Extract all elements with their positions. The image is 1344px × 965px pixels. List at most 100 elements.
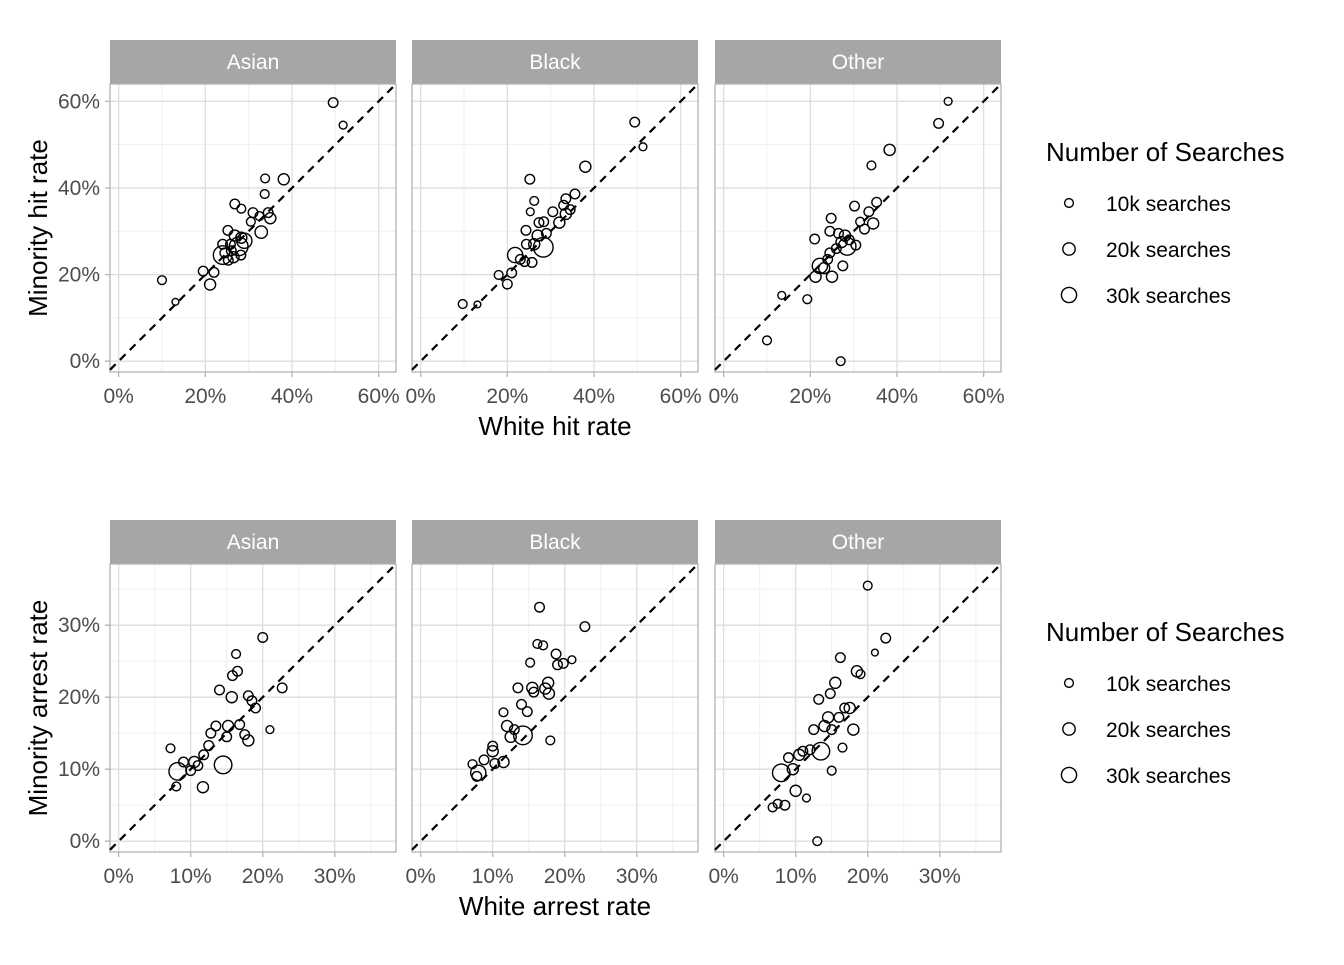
facet-strip-label: Black [529, 51, 581, 74]
data-point [245, 216, 256, 227]
data-point [525, 207, 535, 217]
data-point [224, 238, 236, 250]
y-tick-label: 30% [58, 614, 100, 637]
data-point [542, 687, 556, 700]
data-point [520, 224, 532, 236]
data-point [871, 196, 883, 208]
data-point [276, 682, 288, 694]
data-point [808, 724, 820, 736]
reference-line-y-equals-x [109, 563, 397, 851]
data-point [457, 298, 468, 310]
data-point [478, 754, 490, 766]
data-point [524, 173, 536, 185]
x-tick-label: 20% [544, 865, 586, 888]
data-point [254, 211, 265, 222]
facet-strip [412, 520, 698, 564]
x-tick-label: 30% [314, 865, 356, 888]
data-point [779, 799, 791, 811]
data-point [569, 188, 581, 200]
data-point [862, 580, 873, 591]
data-point [782, 752, 794, 764]
facet-strip [715, 40, 1001, 84]
data-point [824, 688, 836, 700]
reference-line-y-equals-x [714, 83, 1002, 371]
data-point [526, 681, 539, 695]
facet-strip-label: Asian [227, 531, 280, 554]
data-point [486, 744, 499, 758]
x-axis-title: White hit rate [478, 411, 631, 441]
data-point [837, 742, 848, 753]
legend-key-circle [1062, 722, 1076, 736]
reference-line-y-equals-x [109, 83, 397, 371]
data-point [213, 755, 233, 775]
data-point [858, 223, 871, 235]
data-point [259, 188, 270, 200]
y-tick-label: 60% [58, 90, 100, 113]
facet-strip [412, 40, 698, 84]
x-tick-label: 10% [472, 865, 514, 888]
data-point [250, 702, 262, 714]
data-point [197, 265, 209, 277]
x-tick-label: 0% [405, 865, 435, 888]
legend-entry-label: 30k searches [1106, 285, 1231, 308]
data-point [265, 724, 275, 735]
data-point [532, 236, 554, 258]
y-axis-title: Minority arrest rate [23, 600, 53, 817]
data-point [825, 212, 837, 224]
data-point [196, 780, 210, 794]
data-point [789, 784, 802, 798]
data-point [837, 236, 857, 256]
x-tick-label: 60% [963, 385, 1005, 408]
data-point [528, 686, 540, 698]
data-point [557, 657, 569, 669]
data-point [801, 793, 812, 803]
data-point [813, 693, 825, 705]
data-point [327, 97, 339, 109]
facet-strip-label: Other [832, 51, 885, 74]
x-tick-label: 10% [170, 865, 212, 888]
data-point [338, 120, 348, 130]
data-point [847, 723, 860, 736]
data-point [786, 762, 800, 776]
data-point [203, 739, 215, 751]
y-tick-label: 40% [58, 177, 100, 200]
data-point [521, 706, 533, 718]
data-point [512, 725, 533, 746]
data-point [500, 719, 514, 733]
data-point [761, 335, 773, 346]
data-point [811, 741, 831, 761]
data-point [203, 278, 217, 291]
x-tick-label: 0% [708, 865, 738, 888]
data-point [538, 216, 550, 228]
data-point [559, 207, 573, 221]
panel-border [411, 563, 699, 853]
legend-entry-label: 20k searches [1106, 719, 1231, 742]
data-point [493, 269, 504, 281]
data-point [515, 698, 528, 710]
data-point [504, 730, 517, 744]
x-tick-label: 0% [405, 385, 435, 408]
data-point [264, 212, 277, 225]
data-point [230, 648, 242, 660]
x-tick-label: 40% [573, 385, 615, 408]
data-point [825, 270, 839, 283]
data-point [277, 173, 291, 186]
data-point [221, 719, 235, 733]
data-point [809, 233, 821, 245]
data-point [217, 238, 229, 250]
data-point [497, 755, 510, 769]
data-point [213, 684, 226, 696]
legend-title: Number of Searches [1046, 617, 1284, 647]
data-point [834, 652, 846, 664]
facet-strip-label: Black [529, 531, 581, 554]
data-point [198, 749, 210, 761]
legend-entry-label: 10k searches [1106, 193, 1231, 216]
legend-title: Number of Searches [1046, 137, 1284, 167]
x-tick-label: 40% [271, 385, 313, 408]
facet-strip [715, 520, 1001, 564]
data-point [531, 229, 544, 242]
data-point [818, 719, 831, 733]
data-point [236, 203, 247, 214]
facet-strip [110, 520, 396, 564]
